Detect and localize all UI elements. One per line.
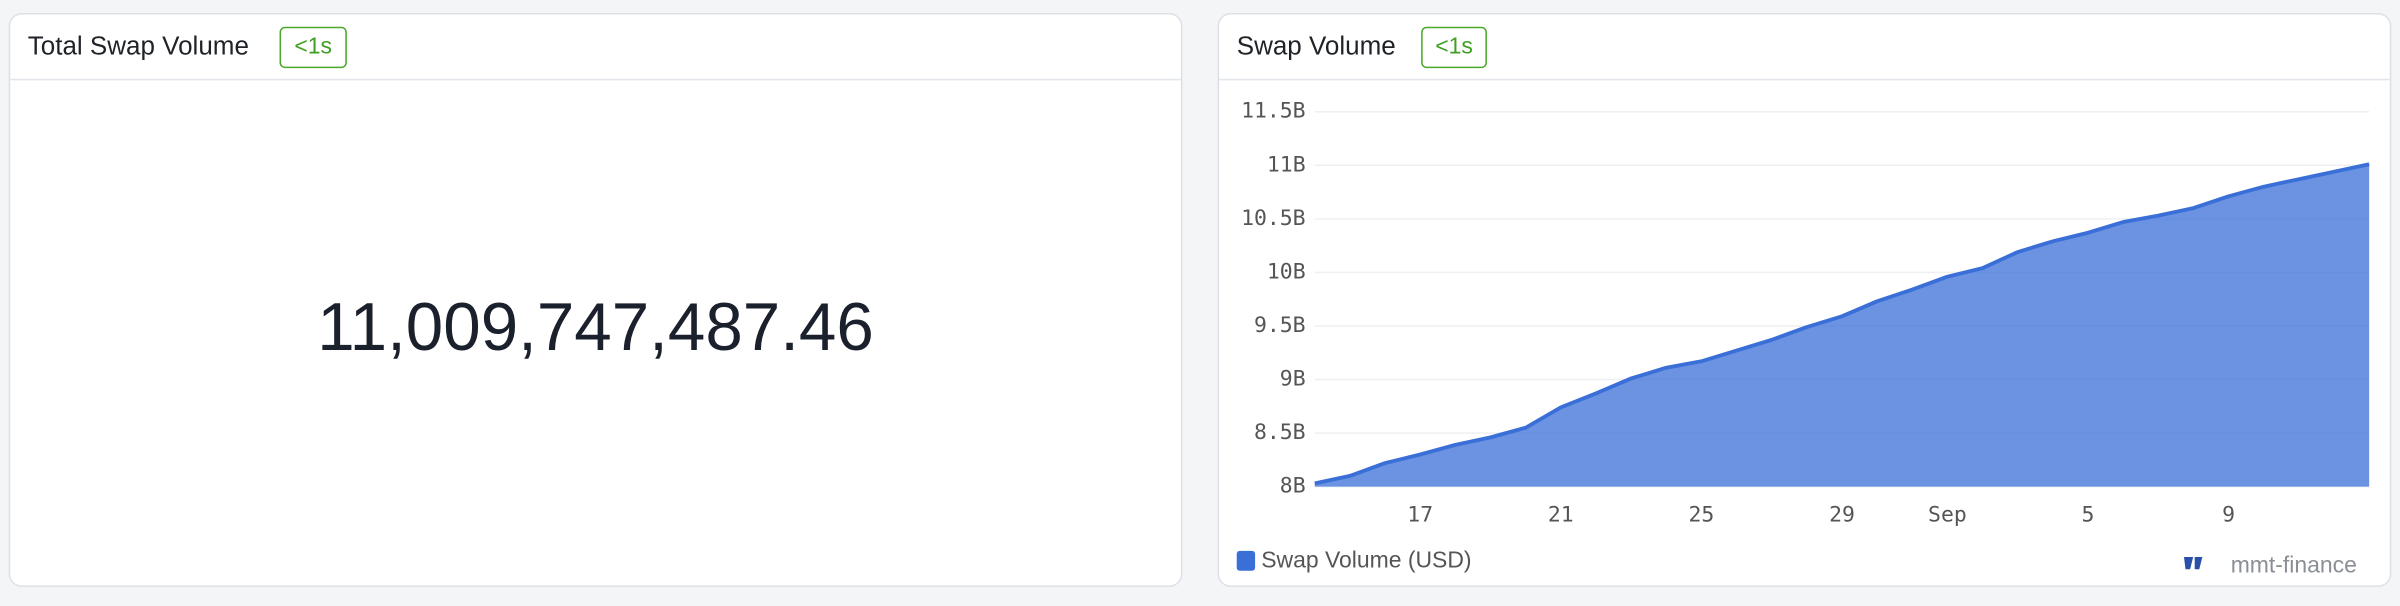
legend-label: Swap Volume (USD) (1261, 547, 1471, 573)
badge (1421, 26, 1487, 69)
panel-title: Total Swap Volume (28, 30, 249, 60)
y-tick-label: 11B (1267, 152, 1306, 177)
x-tick-label: 17 (1407, 503, 1433, 528)
y-tick-label: 8B (1280, 474, 1306, 499)
y-tick-label: 10.5B (1241, 206, 1305, 231)
panel (8, 13, 1183, 587)
y-tick-label: 8.5B (1254, 420, 1306, 445)
x-tick-label: Sep (1928, 503, 1967, 528)
y-tick-label: 10B (1267, 259, 1306, 284)
line (1314, 162, 2370, 486)
area (1314, 164, 2370, 487)
y-tick-label: 9.5B (1254, 313, 1306, 338)
big-number: 11,009,747,487.46 (317, 290, 874, 365)
y-tick-label: 9B (1280, 367, 1306, 392)
badge (279, 26, 347, 69)
plot: 8B 8.5B 9B 9.5B 10B 10.5B 11B 11.5B 17 21 25 29 Sep 5… (1241, 99, 2370, 528)
legend-swatch (1236, 550, 1256, 571)
logo-shape (2183, 557, 2203, 570)
x-tick-label: 5 (2082, 503, 2095, 528)
watermark: mmt-finance (2231, 551, 2357, 577)
chart-title: Swap Volume (1237, 30, 1396, 60)
watermark-logo (2183, 557, 2203, 570)
x-tick-label: 25 (1688, 503, 1714, 528)
x-tick-label: 29 (1829, 503, 1855, 528)
badge-text: <1s (1435, 33, 1473, 59)
x-tick-label: 9 (2222, 503, 2235, 528)
badge-text: <1s (294, 33, 332, 59)
x-tick-label: 21 (1548, 503, 1574, 528)
y-tick-label: 11.5B (1241, 99, 1305, 124)
